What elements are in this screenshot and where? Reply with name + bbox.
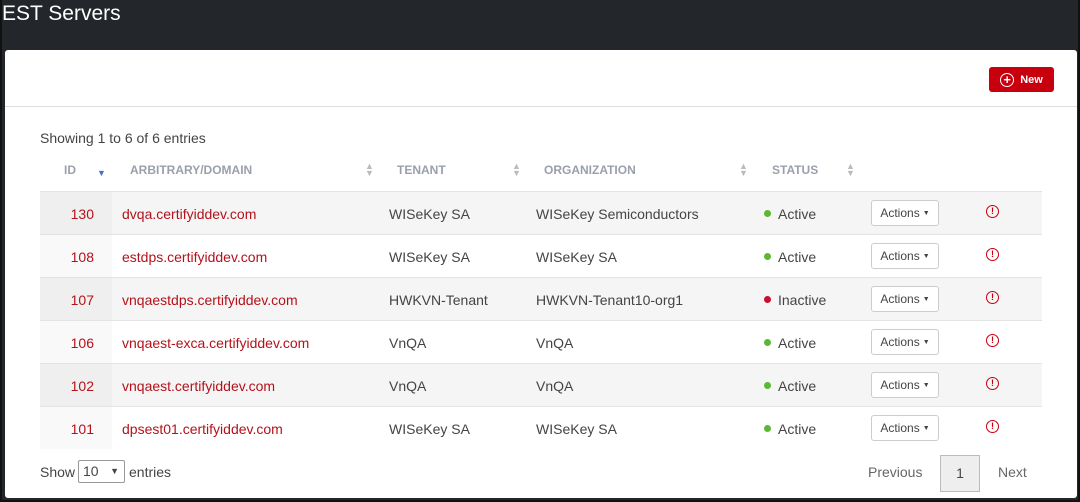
- card: + New Showing 1 to 6 of 6 entries ID ARBIT…: [5, 50, 1077, 498]
- id[interactable]: 107: [70, 292, 94, 308]
- page-button[interactable]: 1: [940, 455, 980, 492]
- caret: ▼: [922, 252, 930, 260]
- domain[interactable]: estdps.certifyiddev.com: [122, 249, 268, 265]
- sort-icon: ▲ ▼: [365, 161, 374, 178]
- alert-icon[interactable]: !: [986, 334, 999, 347]
- show-label: Show: [40, 464, 76, 480]
- tenant: WISeKey SA: [389, 206, 470, 222]
- column-header[interactable]: ARBITRARY/DOMAIN: [130, 163, 253, 177]
- id[interactable]: 101: [70, 421, 94, 437]
- id[interactable]: 130: [70, 206, 94, 222]
- organization: HWKVN-Tenant10-org1: [536, 292, 684, 308]
- actions-label: Actions: [880, 292, 920, 306]
- status: Active: [778, 335, 817, 351]
- organization: WISeKey SA: [536, 249, 617, 265]
- actions-button[interactable]: Actions ▼: [871, 286, 939, 312]
- alert-icon[interactable]: !: [986, 377, 999, 390]
- sort-icon: ▲ ▼: [739, 161, 748, 178]
- sort-icon: ▼: [97, 168, 106, 178]
- domain[interactable]: vnqaestdps.certifyiddev.com: [122, 292, 298, 308]
- tenant: WISeKey SA: [389, 249, 470, 265]
- domain[interactable]: dvqa.certifyiddev.com: [122, 206, 257, 222]
- organization: VnQA: [536, 378, 574, 394]
- status-dot: [764, 296, 771, 303]
- table-row: 107 vnqaestdps.certifyiddev.com HWKVN-Tena…: [40, 277, 1042, 320]
- column-header[interactable]: ORGANIZATION: [544, 163, 636, 177]
- entries-label: entries: [129, 464, 172, 480]
- actions-button[interactable]: Actions ▼: [871, 415, 939, 441]
- previous-button[interactable]: Previous: [868, 464, 923, 480]
- alert-icon[interactable]: !: [986, 248, 999, 261]
- organization: VnQA: [536, 335, 574, 351]
- next-button[interactable]: Next: [998, 464, 1027, 480]
- caret: ▼: [922, 424, 930, 432]
- alert-icon[interactable]: !: [986, 291, 999, 304]
- sort-icon: ▲ ▼: [512, 161, 521, 178]
- caret: ▼: [922, 338, 930, 346]
- status: Active: [778, 206, 817, 222]
- status-dot: [764, 253, 771, 260]
- tenant: WISeKey SA: [389, 421, 470, 437]
- actions-button[interactable]: Actions ▼: [871, 200, 939, 226]
- actions-label: Actions: [880, 335, 920, 349]
- actions-button[interactable]: Actions ▼: [871, 329, 939, 355]
- column-header[interactable]: ID: [64, 163, 76, 177]
- table-row: 102 vnqaest.certifyiddev.com VnQA VnQA Activ…: [40, 363, 1042, 406]
- domain[interactable]: dpsest01.certifyiddev.com: [122, 421, 283, 437]
- id[interactable]: 106: [70, 335, 94, 351]
- actions-label: Actions: [880, 249, 920, 263]
- caret: ▼: [922, 295, 930, 303]
- caret: ▼: [922, 381, 930, 389]
- tenant: VnQA: [389, 378, 427, 394]
- actions-button[interactable]: Actions ▼: [871, 372, 939, 398]
- column-header[interactable]: STATUS: [772, 163, 819, 177]
- tenant: VnQA: [389, 335, 427, 351]
- status: Inactive: [778, 292, 827, 308]
- domain[interactable]: vnqaest-exca.certifyiddev.com: [122, 335, 310, 351]
- status-dot: [764, 339, 771, 346]
- page-size-select[interactable]: 10 ▼: [78, 460, 125, 483]
- id[interactable]: 108: [70, 249, 94, 265]
- status-dot: [764, 210, 771, 217]
- page-title: EST Servers: [2, 2, 121, 25]
- caret: ▼: [922, 209, 930, 217]
- id[interactable]: 102: [70, 378, 94, 394]
- status: Active: [778, 378, 817, 394]
- organization: WISeKey Semiconductors: [536, 206, 699, 222]
- actions-label: Actions: [880, 421, 920, 435]
- organization: WISeKey SA: [536, 421, 617, 437]
- table-row: 101 dpsest01.certifyiddev.com WISeKey SA WI…: [40, 406, 1042, 449]
- actions-label: Actions: [880, 206, 920, 220]
- table-row: 130 dvqa.certifyiddev.com WISeKey SA WISeKe…: [40, 191, 1042, 234]
- page-size: 10: [83, 463, 99, 479]
- status-dot: [764, 382, 771, 389]
- domain[interactable]: vnqaest.certifyiddev.com: [122, 378, 276, 394]
- table-row: 106 vnqaest-exca.certifyiddev.com VnQA VnQA…: [40, 320, 1042, 363]
- sort-icon: ▲ ▼: [846, 161, 855, 178]
- alert-icon[interactable]: !: [986, 205, 999, 218]
- status: Active: [778, 249, 817, 265]
- status: Active: [778, 421, 817, 437]
- new-label: New: [1020, 73, 1043, 86]
- toolbar: + New: [5, 50, 1077, 107]
- actions-label: Actions: [880, 378, 920, 392]
- new-button[interactable]: + New: [989, 67, 1054, 92]
- tenant: HWKVN-Tenant: [389, 292, 488, 308]
- alert-icon[interactable]: !: [986, 420, 999, 433]
- table-info: Showing 1 to 6 of 6 entries: [40, 130, 206, 146]
- status-dot: [764, 425, 771, 432]
- table-row: 108 estdps.certifyiddev.com WISeKey SA WISe…: [40, 234, 1042, 277]
- column-header[interactable]: TENANT: [397, 163, 446, 177]
- actions-button[interactable]: Actions ▼: [871, 243, 939, 269]
